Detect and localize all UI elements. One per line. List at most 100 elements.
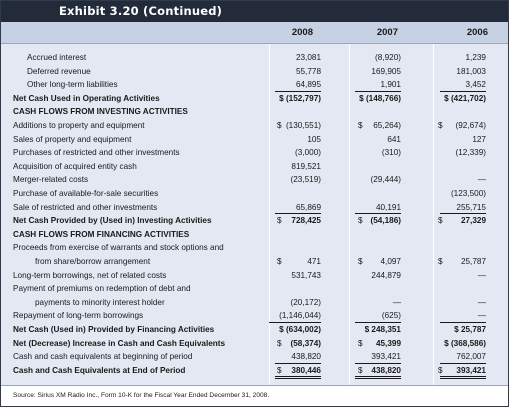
value-2007: 45,399	[375, 338, 401, 348]
value-2008: 105	[307, 134, 321, 144]
value-2007: (625)	[355, 310, 401, 323]
statement-row: Long-term borrowings, net of related cos…	[1, 270, 508, 281]
statement-row: Merger-related costs (23,519) (29,444) —	[1, 174, 508, 185]
value-2006: $ 25,787	[454, 325, 486, 334]
currency-symbol: $	[438, 365, 443, 375]
year-header-2006: 2006	[466, 27, 488, 38]
value-2006: 3,452	[440, 79, 486, 92]
value-2006: 393,421	[440, 365, 486, 380]
row-label: Acquisition of acquired entity cash	[13, 161, 137, 171]
year-header-2007: 2007	[376, 27, 398, 38]
row-label: Net Cash Provided by (Used in) Investing…	[13, 216, 212, 226]
currency-symbol: $	[277, 338, 282, 348]
currency-symbol: $	[358, 365, 363, 375]
currency-symbol: $	[277, 216, 282, 226]
statement-row: Accrued interest 23,081 (8,920) 1,239	[1, 52, 508, 63]
value-2006: 127	[472, 134, 486, 144]
value-2007: (29,444)	[370, 175, 402, 185]
statement-row: CASH FLOWS FROM FINANCING ACTIVITIES	[1, 229, 508, 240]
value-2008: (1,146,044)	[269, 310, 321, 323]
row-label: Sale of restricted and other investments	[13, 202, 158, 212]
value-2006: 27,329	[460, 216, 486, 226]
currency-symbol: $	[277, 257, 282, 266]
statement-row: from share/borrow arrangement $471 $4,097 $…	[1, 256, 508, 267]
currency-symbol: $	[358, 338, 363, 348]
value-2006: $ (421,702)	[444, 93, 486, 103]
value-2007: $ 248,351	[364, 325, 401, 334]
statement-row: CASH FLOWS FROM INVESTING ACTIVITIES	[1, 106, 508, 117]
value-2007: 40,191	[355, 202, 401, 214]
row-label: Net Cash Used in Operating Activities	[13, 93, 160, 103]
statement-row: Proceeds from exercise of warrants and s…	[1, 242, 508, 253]
value-2007: 65,264)	[373, 121, 401, 130]
row-label: Purchases of restricted and other invest…	[13, 148, 180, 158]
statement-row: Sale of restricted and other investments…	[1, 202, 508, 214]
year-header-2008: 2008	[291, 27, 313, 38]
currency-symbol: $	[277, 365, 282, 375]
row-label: Cash and Cash Equivalents at End of Peri…	[13, 365, 186, 375]
currency-symbol: $	[358, 121, 363, 130]
row-label: Repayment of long-term borrowings	[13, 311, 144, 321]
row-label: Net (Decrease) Increase in Cash and Cash…	[13, 338, 226, 348]
value-2006: 181,003	[456, 66, 486, 76]
currency-symbol: $	[358, 216, 363, 226]
row-label: Long-term borrowings, net of related cos…	[13, 270, 167, 280]
value-2007: —	[392, 297, 401, 307]
value-2008: (3,000)	[295, 148, 321, 158]
exhibit-title: Exhibit 3.20 (Continued)	[1, 1, 508, 22]
column-divider	[433, 44, 434, 389]
value-2006: (123,500)	[450, 189, 486, 198]
value-2006: 255,715	[440, 202, 486, 214]
statement-row: Purchases of restricted and other invest…	[1, 147, 508, 158]
statement-row: Net Cash Used in Operating Activities $ (…	[1, 93, 508, 104]
statement-row: Cash and cash equivalents at beginning o…	[1, 351, 508, 364]
value-2008: $ (634,002)	[279, 325, 321, 334]
value-2007: (54,186)	[370, 216, 402, 226]
column-divider	[349, 44, 350, 389]
row-label: Merger-related costs	[13, 175, 89, 185]
value-2008: 55,778	[295, 66, 321, 76]
row-label: Cash and cash equivalents at beginning o…	[13, 352, 193, 362]
value-2008: 531,743	[291, 270, 321, 280]
value-2007: (8,920)	[375, 53, 401, 62]
value-2006: —	[440, 310, 486, 323]
value-2006: 1,239	[465, 53, 487, 62]
value-2006: —	[477, 297, 486, 307]
value-2008: 64,895	[275, 79, 321, 92]
value-2008: 380,446	[275, 365, 321, 380]
source-note: Source: Sirius XM Radio Inc., Form 10-K …	[1, 385, 508, 406]
value-2006: —	[477, 270, 486, 280]
row-label: from share/borrow arrangement	[35, 257, 151, 266]
column-divider	[269, 44, 270, 389]
row-label: Payment of premiums on redemption of deb…	[13, 284, 191, 294]
statement-row: Net Cash Provided by (Used in) Investing…	[1, 215, 508, 226]
row-label: Accrued interest	[27, 53, 87, 62]
value-2007: 169,905	[371, 66, 401, 76]
statement-row: Acquisition of acquired entity cash 819,5…	[1, 161, 508, 172]
value-2008: 438,820	[275, 351, 321, 364]
value-2008: 728,425	[291, 216, 321, 226]
value-2008: (20,172)	[290, 297, 322, 307]
value-2008: (23,519)	[290, 175, 322, 185]
value-2008: (130,551)	[285, 121, 321, 130]
value-2008: 65,869	[275, 202, 321, 214]
statement-row: Purchase of available-for-sale securitie…	[1, 188, 508, 199]
statement-row: Net (Decrease) Increase in Cash and Cash…	[1, 338, 508, 349]
row-label: CASH FLOWS FROM INVESTING ACTIVITIES	[13, 107, 188, 117]
value-2008: 819,521	[291, 161, 321, 171]
value-2007: 1,901	[355, 79, 401, 92]
value-2007: 4,097	[380, 257, 402, 266]
year-header-row: 2008 2007 2006	[1, 22, 508, 44]
value-2007: 393,421	[355, 351, 401, 364]
row-label: Additions to property and equipment	[13, 121, 145, 130]
row-label: CASH FLOWS FROM FINANCING ACTIVITIES	[13, 229, 190, 239]
statement-row: Cash and Cash Equivalents at End of Peri…	[1, 365, 508, 380]
statement-row: Sales of property and equipment 105 641 127	[1, 134, 508, 145]
row-label: payments to minority interest holder	[35, 297, 165, 307]
statement-row: Other long-term liabilities 64,895 1,901 3,…	[1, 79, 508, 92]
value-2008: 23,081	[295, 53, 321, 62]
statement-row: Repayment of long-term borrowings (1,146,…	[1, 310, 508, 323]
value-2007: 244,879	[371, 270, 401, 280]
value-2006: (12,339)	[455, 148, 487, 158]
